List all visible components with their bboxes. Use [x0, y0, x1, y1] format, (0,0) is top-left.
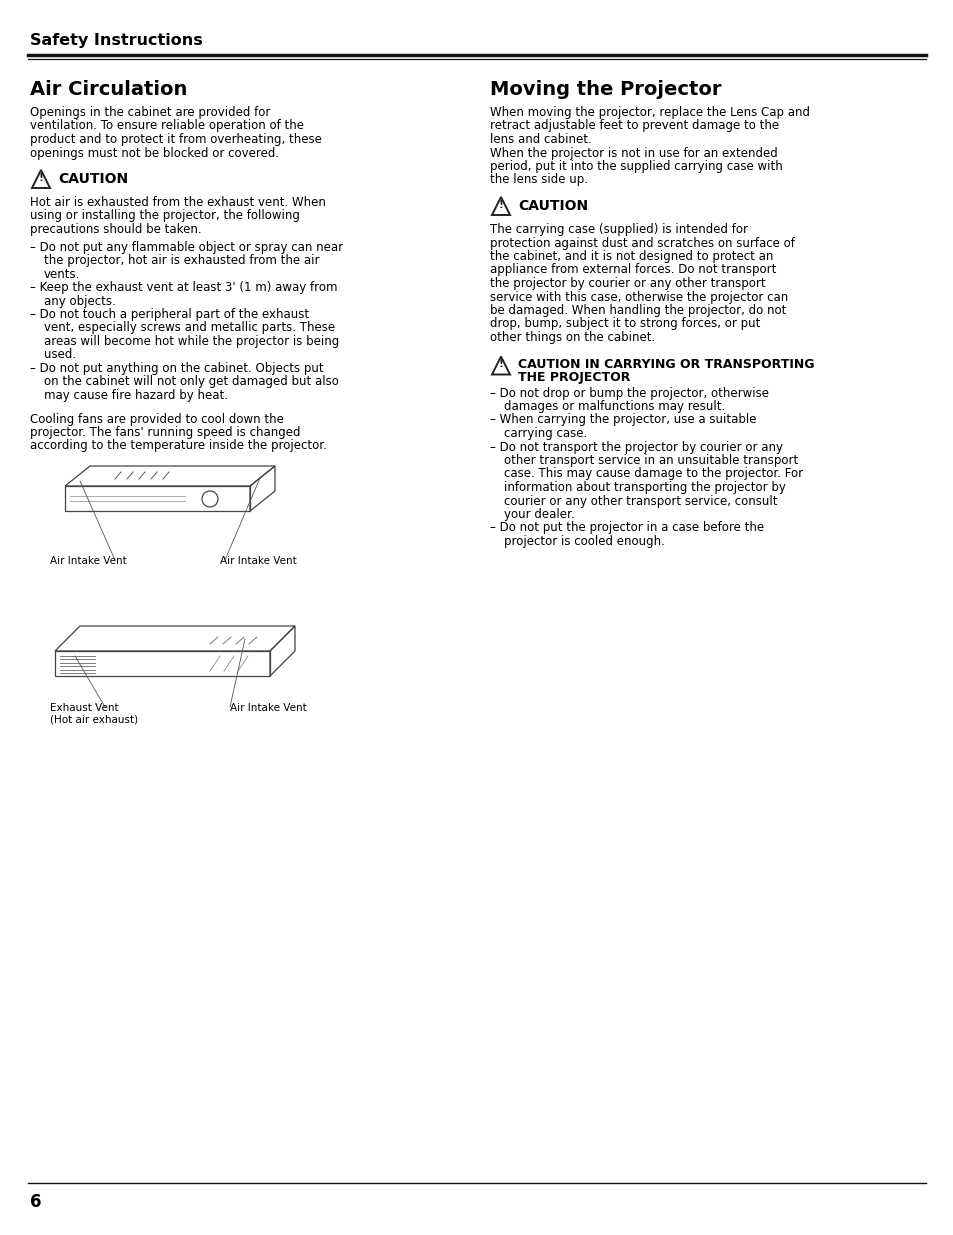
Text: protection against dust and scratches on surface of: protection against dust and scratches on…	[490, 236, 794, 249]
Text: Air Intake Vent: Air Intake Vent	[50, 556, 127, 566]
Text: according to the temperature inside the projector.: according to the temperature inside the …	[30, 440, 327, 452]
Text: on the cabinet will not only get damaged but also: on the cabinet will not only get damaged…	[44, 375, 338, 389]
Text: Air Intake Vent: Air Intake Vent	[230, 703, 307, 713]
Text: vent, especially screws and metallic parts. These: vent, especially screws and metallic par…	[44, 321, 335, 335]
Text: the cabinet, and it is not designed to protect an: the cabinet, and it is not designed to p…	[490, 249, 773, 263]
Text: projector is cooled enough.: projector is cooled enough.	[503, 535, 664, 548]
Text: appliance from external forces. Do not transport: appliance from external forces. Do not t…	[490, 263, 776, 277]
Text: Moving the Projector: Moving the Projector	[490, 80, 720, 99]
Text: – When carrying the projector, use a suitable: – When carrying the projector, use a sui…	[490, 414, 756, 426]
Text: – Do not transport the projector by courier or any: – Do not transport the projector by cour…	[490, 441, 782, 453]
Text: be damaged. When handling the projector, do not: be damaged. When handling the projector,…	[490, 304, 785, 317]
Text: precautions should be taken.: precautions should be taken.	[30, 224, 201, 236]
Text: CAUTION IN CARRYING OR TRANSPORTING: CAUTION IN CARRYING OR TRANSPORTING	[517, 358, 814, 372]
Text: ventilation. To ensure reliable operation of the: ventilation. To ensure reliable operatio…	[30, 120, 304, 132]
Text: vents.: vents.	[44, 268, 80, 280]
Text: retract adjustable feet to prevent damage to the: retract adjustable feet to prevent damag…	[490, 120, 779, 132]
Text: CAUTION: CAUTION	[517, 199, 587, 212]
Text: – Do not drop or bump the projector, otherwise: – Do not drop or bump the projector, oth…	[490, 387, 768, 399]
Text: When the projector is not in use for an extended: When the projector is not in use for an …	[490, 147, 777, 159]
Text: !: !	[498, 200, 503, 210]
Text: the projector, hot air is exhausted from the air: the projector, hot air is exhausted from…	[44, 254, 319, 267]
Text: – Do not touch a peripheral part of the exhaust: – Do not touch a peripheral part of the …	[30, 308, 309, 321]
Text: Hot air is exhausted from the exhaust vent. When: Hot air is exhausted from the exhaust ve…	[30, 196, 326, 209]
Text: drop, bump, subject it to strong forces, or put: drop, bump, subject it to strong forces,…	[490, 317, 760, 331]
Text: openings must not be blocked or covered.: openings must not be blocked or covered.	[30, 147, 279, 159]
Text: your dealer.: your dealer.	[503, 508, 574, 521]
Text: – Keep the exhaust vent at least 3' (1 m) away from: – Keep the exhaust vent at least 3' (1 m…	[30, 282, 337, 294]
Text: carrying case.: carrying case.	[503, 427, 587, 440]
Text: other transport service in an unsuitable transport: other transport service in an unsuitable…	[503, 454, 798, 467]
Text: Safety Instructions: Safety Instructions	[30, 33, 203, 48]
Text: Air Intake Vent: Air Intake Vent	[220, 556, 296, 566]
Text: Openings in the cabinet are provided for: Openings in the cabinet are provided for	[30, 106, 270, 119]
Text: !: !	[498, 359, 503, 369]
Text: information about transporting the projector by: information about transporting the proje…	[503, 480, 785, 494]
Text: Air Circulation: Air Circulation	[30, 80, 187, 99]
Text: 6: 6	[30, 1193, 42, 1212]
Text: – Do not put the projector in a case before the: – Do not put the projector in a case bef…	[490, 521, 763, 535]
Text: – Do not put anything on the cabinet. Objects put: – Do not put anything on the cabinet. Ob…	[30, 362, 323, 375]
Text: projector. The fans' running speed is changed: projector. The fans' running speed is ch…	[30, 426, 300, 438]
Text: Exhaust Vent
(Hot air exhaust): Exhaust Vent (Hot air exhaust)	[50, 703, 138, 725]
Text: – Do not put any flammable object or spray can near: – Do not put any flammable object or spr…	[30, 241, 343, 253]
Text: the lens side up.: the lens side up.	[490, 173, 587, 186]
Text: courier or any other transport service, consult: courier or any other transport service, …	[503, 494, 777, 508]
Text: service with this case, otherwise the projector can: service with this case, otherwise the pr…	[490, 290, 787, 304]
Text: THE PROJECTOR: THE PROJECTOR	[517, 372, 630, 384]
Text: other things on the cabinet.: other things on the cabinet.	[490, 331, 655, 345]
Text: used.: used.	[44, 348, 76, 362]
Text: !: !	[38, 173, 44, 183]
Text: using or installing the projector, the following: using or installing the projector, the f…	[30, 210, 299, 222]
Text: damages or malfunctions may result.: damages or malfunctions may result.	[503, 400, 724, 412]
Text: When moving the projector, replace the Lens Cap and: When moving the projector, replace the L…	[490, 106, 809, 119]
Text: areas will become hot while the projector is being: areas will become hot while the projecto…	[44, 335, 339, 348]
Text: period, put it into the supplied carrying case with: period, put it into the supplied carryin…	[490, 161, 781, 173]
Text: product and to protect it from overheating, these: product and to protect it from overheati…	[30, 133, 321, 146]
Text: any objects.: any objects.	[44, 294, 115, 308]
Text: lens and cabinet.: lens and cabinet.	[490, 133, 591, 146]
Text: the projector by courier or any other transport: the projector by courier or any other tr…	[490, 277, 765, 290]
Text: case. This may cause damage to the projector. For: case. This may cause damage to the proje…	[503, 468, 802, 480]
Text: may cause fire hazard by heat.: may cause fire hazard by heat.	[44, 389, 228, 403]
Text: CAUTION: CAUTION	[58, 172, 128, 186]
Text: The carrying case (supplied) is intended for: The carrying case (supplied) is intended…	[490, 224, 747, 236]
Text: Cooling fans are provided to cool down the: Cooling fans are provided to cool down t…	[30, 412, 284, 426]
